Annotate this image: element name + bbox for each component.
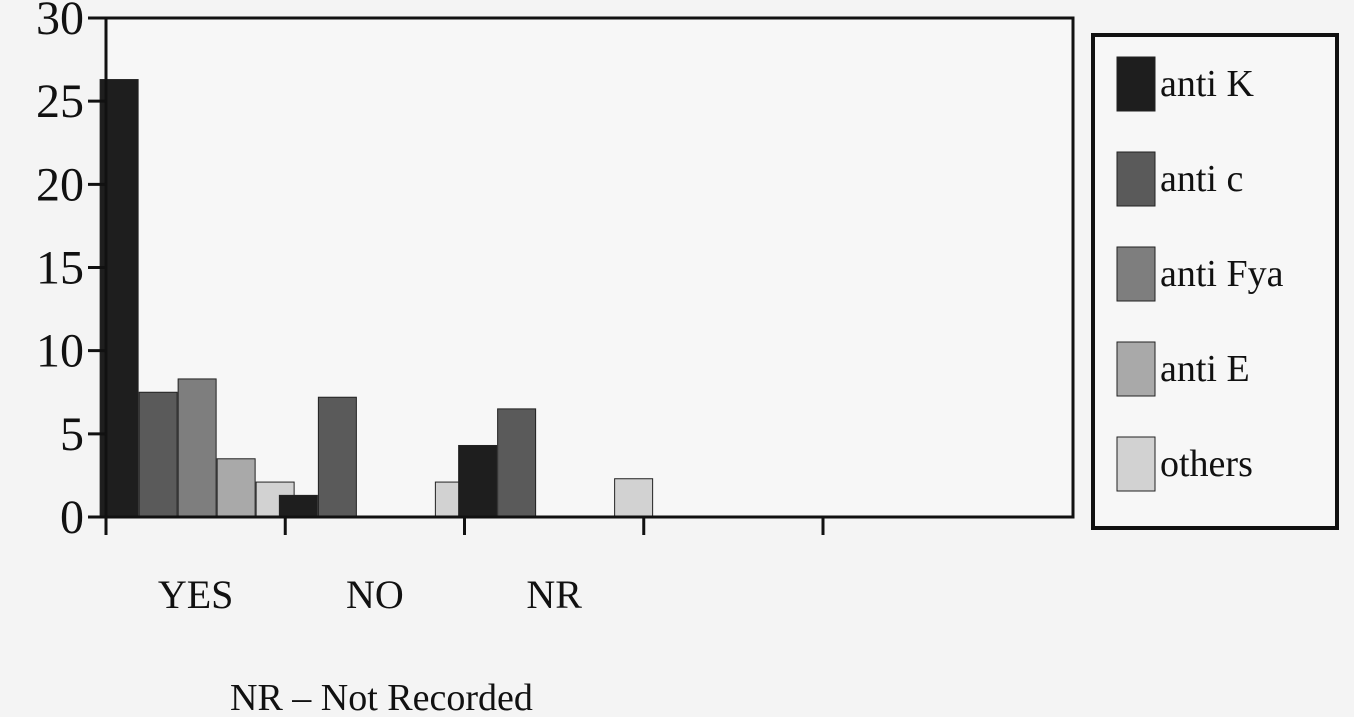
y-axis: 0 5 10 15 20 25 30: [36, 0, 108, 544]
legend-label: anti c: [1160, 158, 1243, 200]
bars: [99, 79, 654, 518]
legend-label: others: [1160, 443, 1253, 485]
bar: [458, 444, 498, 518]
y-tick-label: 15: [36, 242, 84, 295]
x-tick-label: YES: [158, 572, 234, 617]
x-tick-label: NO: [346, 572, 404, 617]
bar: [278, 494, 318, 518]
legend: anti K anti c anti Fya anti E others: [1091, 33, 1339, 530]
legend-label: anti E: [1160, 348, 1250, 390]
bar: [177, 378, 217, 518]
x-axis: YES NO NR: [104, 515, 1073, 617]
y-tick-label: 30: [36, 0, 84, 45]
legend-swatch: [1116, 436, 1156, 492]
legend-swatch: [1116, 151, 1156, 207]
y-tick-label: 10: [36, 325, 84, 378]
bar: [614, 478, 654, 518]
y-tick-label: 5: [60, 408, 84, 461]
y-tick-label: 20: [36, 158, 84, 211]
bar: [317, 396, 357, 518]
y-tick-label: 0: [60, 491, 84, 544]
legend-label: anti K: [1160, 63, 1254, 105]
bar: [138, 391, 178, 518]
legend-label: anti Fya: [1160, 253, 1284, 295]
plot-frame: [104, 16, 1075, 519]
plot-area: [104, 16, 1075, 519]
footnote: NR – Not Recorded: [230, 677, 533, 717]
legend-swatch: [1116, 341, 1156, 397]
legend-swatch: [1116, 246, 1156, 302]
y-tick-label: 25: [36, 75, 84, 128]
x-tick-label: NR: [526, 572, 582, 617]
legend-swatch: [1116, 56, 1156, 112]
bar: [497, 408, 537, 518]
bar: [216, 458, 256, 518]
